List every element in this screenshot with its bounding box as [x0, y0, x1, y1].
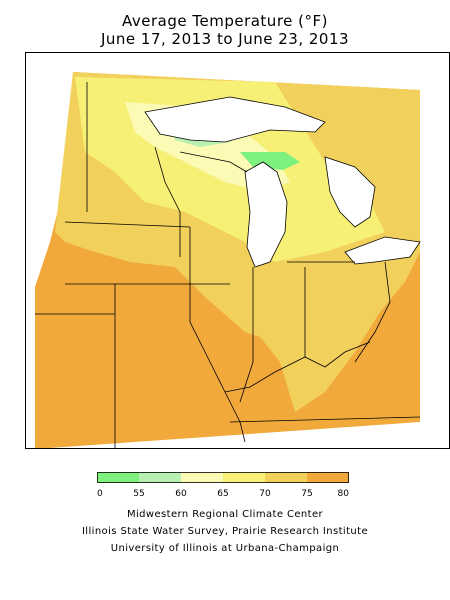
- legend-tick-1: 55: [133, 489, 144, 499]
- legend-swatch-55-60: [139, 472, 181, 483]
- legend-tick-2: 60: [175, 489, 187, 499]
- legend-swatch-70-75: [265, 472, 307, 483]
- lake-michigan: [244, 161, 288, 268]
- lake-huron: [324, 156, 376, 228]
- border-wi-mi: [179, 151, 248, 173]
- legend-tick-3: 65: [217, 489, 228, 499]
- border-sd-ia: [64, 221, 191, 228]
- border-mo-il: [189, 227, 246, 443]
- legend: 50 55 60 65 70 75 80: [97, 472, 349, 499]
- border-il-in: [239, 267, 254, 403]
- legend-swatch-65-70: [223, 472, 265, 483]
- legend-ticks: 50 55 60 65 70 75 80: [97, 489, 349, 499]
- legend-outline: [97, 472, 349, 483]
- legend-swatch-50-55: [97, 472, 139, 483]
- credit-line-3: University of Illinois at Urbana-Champai…: [110, 543, 340, 554]
- state-boundaries: [35, 82, 421, 449]
- border-ohio-river: [224, 341, 371, 393]
- map-title: Average Temperature (°F): [122, 12, 328, 30]
- legend-swatch-75-80: [307, 472, 349, 483]
- legend-swatch-60-65: [181, 472, 223, 483]
- border-mn-wi: [154, 146, 181, 257]
- legend-tick-0: 50: [97, 489, 103, 499]
- legend-tick-5: 75: [301, 489, 312, 499]
- lake-superior: [144, 96, 326, 143]
- legend-tick-6: 80: [338, 489, 350, 499]
- lake-erie: [344, 236, 421, 265]
- legend-swatches: [97, 472, 349, 483]
- border-ky-tn: [229, 416, 421, 423]
- map-subtitle: June 17, 2013 to June 23, 2013: [100, 30, 350, 48]
- credit-line-2: Illinois State Water Survey, Prairie Res…: [81, 526, 369, 537]
- border-oh-east: [354, 261, 391, 363]
- legend-tick-4: 70: [259, 489, 271, 499]
- zone-50-55: [240, 152, 300, 170]
- temperature-map: [25, 52, 450, 449]
- credit-line-1: Midwestern Regional Climate Center: [126, 509, 324, 520]
